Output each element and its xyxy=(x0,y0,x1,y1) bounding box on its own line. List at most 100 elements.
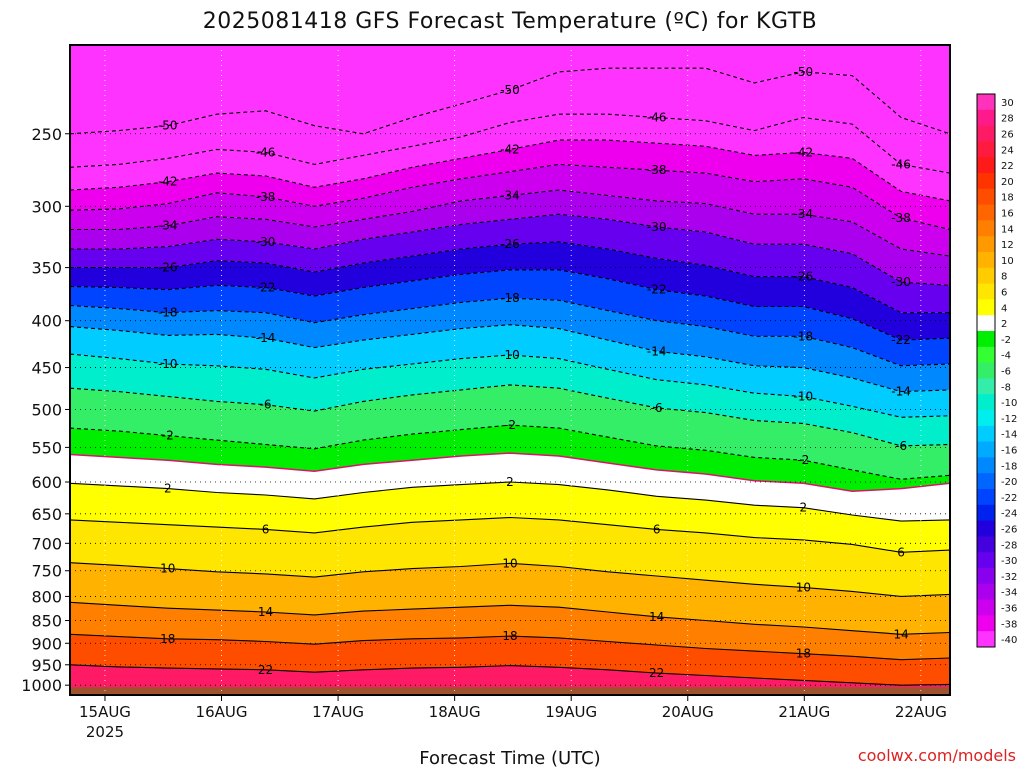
colorbar-label-16: -4 xyxy=(1001,351,1011,362)
colorbar-label-13: 4 xyxy=(1001,303,1007,314)
colorbar-swatch-31 xyxy=(977,583,995,601)
surface-strip xyxy=(70,687,950,695)
contour-label--26-0: -26 xyxy=(158,261,178,275)
contour-label-10-2: 10 xyxy=(796,580,811,594)
contour-label--50-0: -50 xyxy=(158,119,178,133)
colorbar-label-4: 22 xyxy=(1001,161,1014,172)
colorbar-swatch-5 xyxy=(977,173,995,190)
temp-band-19 xyxy=(70,634,950,686)
contour-line--10 xyxy=(70,353,950,418)
contour-label--50-2: -50 xyxy=(794,65,814,79)
x-axis-label: Forecast Time (UTC) xyxy=(419,748,600,768)
contour-label-18-2: 18 xyxy=(796,647,811,661)
colorbar-swatch-1 xyxy=(977,109,995,127)
contour-label--14-2: -14 xyxy=(891,385,911,399)
colorbar-label-18: -8 xyxy=(1001,382,1011,393)
contour-label--2-1: -2 xyxy=(504,418,516,432)
colorbar-label-8: 14 xyxy=(1001,224,1014,235)
colorbar-swatch-14 xyxy=(977,315,995,332)
temp-band-0 xyxy=(70,45,950,134)
contour-label--38-2: -38 xyxy=(891,211,911,225)
colorbar-label-9: 12 xyxy=(1001,240,1014,251)
colorbar-label-24: -20 xyxy=(1001,477,1017,488)
temp-band-5 xyxy=(70,190,950,286)
colorbar-label-34: -40 xyxy=(1001,635,1017,646)
colorbar-label-29: -30 xyxy=(1001,556,1017,567)
colorbar-swatch-24 xyxy=(977,473,995,490)
colorbar-swatch-22 xyxy=(977,441,995,458)
contour-label--34-0: -34 xyxy=(158,219,178,233)
contour-label--22-0: -22 xyxy=(256,281,276,295)
contour-label--50-1: -50 xyxy=(500,83,520,97)
contour-line-2_up xyxy=(70,452,950,492)
y-tick-label-2: 350 xyxy=(31,259,62,278)
temp-band-9 xyxy=(70,298,950,392)
contour-label--30-1: -30 xyxy=(647,220,667,234)
colorbar-swatch-26 xyxy=(977,504,995,522)
y-tick-label-8: 650 xyxy=(31,505,62,524)
contour-line--18 xyxy=(70,297,950,367)
y-tick-label-15: 1000 xyxy=(21,676,62,695)
temp-band-12 xyxy=(70,384,950,480)
contour-label-2-1: 2 xyxy=(506,475,514,489)
temp-band-13 xyxy=(70,425,950,492)
contour-label-14-2: 14 xyxy=(893,627,908,641)
colorbar-swatch-20 xyxy=(977,410,995,427)
contour-label--6-1: -6 xyxy=(651,401,663,415)
contour-line--42 xyxy=(70,139,950,202)
x-tick-label-5: 20AUG xyxy=(662,703,714,721)
colorbar-swatch-4 xyxy=(977,157,995,174)
colorbar-swatch-15 xyxy=(977,331,995,348)
contour-line-18 xyxy=(70,633,950,661)
colorbar-label-17: -6 xyxy=(1001,366,1011,377)
contour-label--18-0: -18 xyxy=(158,306,178,320)
contour-label--42-1: -42 xyxy=(500,142,520,156)
x-tick-label-6: 21AUG xyxy=(778,703,830,721)
colorbar-swatch-33 xyxy=(977,615,995,632)
contour-label--18-2: -18 xyxy=(794,329,814,343)
temp-band-3 xyxy=(70,140,950,230)
y-tick-label-5: 500 xyxy=(31,400,62,419)
contour-label--2-2: -2 xyxy=(797,453,809,467)
contour-line--22 xyxy=(70,269,950,341)
contour-labels: -50 -50 -50 -46 -46 -46 -42 -42 -42 -38 -38 -38 -34 -… xyxy=(158,65,911,680)
contour-label-18-1: 18 xyxy=(502,629,517,643)
contour-label-2-2: 2 xyxy=(800,501,808,515)
colorbar-label-33: -38 xyxy=(1001,619,1017,630)
colorbar-label-20: -12 xyxy=(1001,414,1017,425)
contour-label--10-1: -10 xyxy=(500,348,520,362)
contour-label--46-0: -46 xyxy=(256,145,276,159)
contour-label--22-1: -22 xyxy=(647,283,667,297)
x-axis: 15AUG 2025 16AUG 17AUG 18AUG 19AUG 20AUG 21AUG 2… xyxy=(79,695,947,741)
colorbar-label-3: 24 xyxy=(1001,145,1014,156)
colorbar-label-0: 30 xyxy=(1001,98,1014,109)
contour-line--14 xyxy=(70,324,950,393)
colorbar-label-2: 26 xyxy=(1001,129,1014,140)
y-tick-label-0: 250 xyxy=(31,125,62,144)
y-tick-label-6: 550 xyxy=(31,438,62,457)
contour-label--30-0: -30 xyxy=(256,235,276,249)
temp-band-7 xyxy=(70,241,950,341)
temp-band-17 xyxy=(70,562,950,635)
x-tick-label-3: 18AUG xyxy=(429,703,481,721)
colorbar-swatch-32 xyxy=(977,599,995,616)
contour-line--50 xyxy=(70,67,950,135)
colorbar-label-25: -22 xyxy=(1001,493,1017,504)
contour-label--46-1: -46 xyxy=(647,111,667,125)
contour-label-14-0: 14 xyxy=(258,605,273,619)
contour-label--10-2: -10 xyxy=(794,390,814,404)
contour-line--46 xyxy=(70,113,950,174)
source-credit[interactable]: coolwx.com/models xyxy=(858,746,1016,765)
temp-band-6 xyxy=(70,214,950,313)
contour-line--2 xyxy=(70,424,950,480)
colorbar-label-26: -24 xyxy=(1001,509,1017,520)
y-tick-label-4: 450 xyxy=(31,359,62,378)
contour-label--14-0: -14 xyxy=(256,331,276,345)
temp-band-18 xyxy=(70,602,950,660)
colorbar-swatch-30 xyxy=(977,568,995,585)
y-tick-label-14: 950 xyxy=(31,656,62,675)
contour-label-2-0: 2 xyxy=(164,482,172,496)
colorbar-swatch-25 xyxy=(977,489,995,506)
plot-grid xyxy=(70,45,950,695)
